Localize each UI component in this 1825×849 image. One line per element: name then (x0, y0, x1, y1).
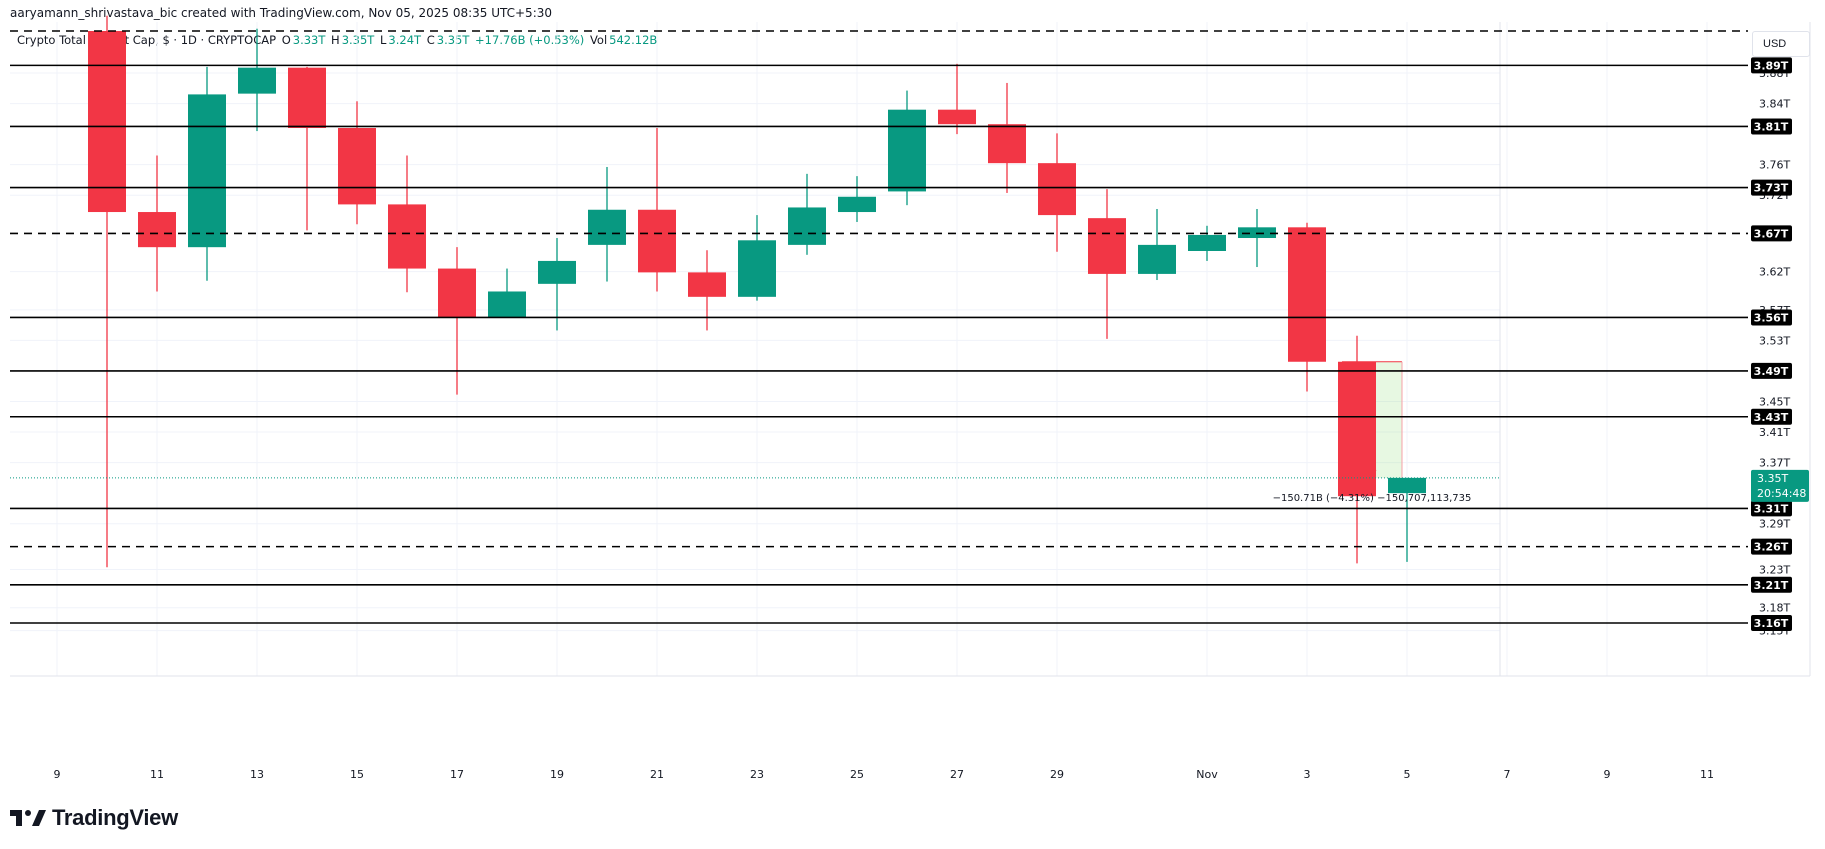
x-tick-label: 15 (350, 768, 364, 781)
volume-value: 542.12B (609, 33, 658, 47)
candle-body (488, 291, 526, 318)
level-tag (1751, 309, 1792, 326)
candle-body (288, 67, 326, 129)
y-tick-label: 3.53T (1759, 334, 1790, 347)
volume-label: Vol (589, 33, 608, 47)
candle-body (788, 207, 826, 245)
candle-body (388, 204, 426, 269)
close-value: 3.35T (436, 33, 470, 47)
candle-body (1088, 218, 1126, 274)
y-tick-label: 3.84T (1759, 98, 1790, 111)
y-tick-label: 3.62T (1759, 266, 1790, 279)
y-tick-label: 3.37T (1759, 457, 1790, 470)
close-label: C (426, 33, 435, 47)
bar-countdown: 20:54:48 (1757, 487, 1806, 500)
x-tick-label: 3 (1304, 768, 1311, 781)
candle-body (888, 109, 926, 192)
candle-body (1188, 234, 1226, 251)
y-tick-label: 3.76T (1759, 159, 1790, 172)
measure-label: −150.71B (−4.31%) −150,707,113,735 (1273, 493, 1472, 504)
level-tag-label: 3.67T (1754, 227, 1789, 240)
currency-button[interactable]: USD (1752, 31, 1810, 57)
x-tick-label: 13 (250, 768, 264, 781)
level-tag (1751, 408, 1792, 425)
candle-body (688, 272, 726, 297)
x-tick-label: 7 (1504, 768, 1511, 781)
level-tag (1751, 225, 1792, 242)
tradingview-logo-icon (10, 810, 46, 826)
level-tag-label: 3.73T (1754, 182, 1789, 195)
level-tag (1751, 538, 1792, 555)
x-tick-label: 5 (1404, 768, 1411, 781)
candle-body (1338, 361, 1376, 497)
x-tick-label: 27 (950, 768, 964, 781)
level-tag-label: 3.89T (1754, 59, 1789, 72)
tradingview-logo[interactable]: TradingView (10, 805, 178, 831)
candle-body (938, 109, 976, 125)
x-tick-label: 9 (1604, 768, 1611, 781)
y-tick-label: 3.41T (1759, 426, 1790, 439)
chart-credit: aaryamann_shrivastava_bic created with T… (10, 6, 553, 20)
level-tag (1751, 576, 1792, 593)
level-tag (1751, 179, 1792, 196)
level-tag-label: 3.16T (1754, 617, 1789, 630)
grid-lines (10, 22, 1708, 676)
x-tick-label: Nov (1196, 768, 1218, 781)
level-tag-label: 3.81T (1754, 120, 1789, 133)
x-tick-label: 11 (1700, 768, 1714, 781)
candle-body (88, 31, 126, 213)
candle-body (838, 196, 876, 213)
level-tag-label: 3.43T (1754, 411, 1789, 424)
candle-body (438, 268, 476, 318)
high-label: H (331, 33, 340, 47)
level-tag-label: 3.49T (1754, 365, 1789, 378)
current-price-label: 3.35T (1757, 472, 1788, 485)
level-tag (1751, 362, 1792, 379)
open-value: 3.33T (292, 33, 326, 47)
x-tick-label: 21 (650, 768, 664, 781)
x-tick-label: 11 (150, 768, 164, 781)
candle-body (988, 124, 1026, 164)
y-tick-label: 3.18T (1759, 602, 1790, 615)
high-value: 3.35T (341, 33, 375, 47)
candle-body (338, 128, 376, 205)
candle-body (238, 67, 276, 94)
x-tick-label: 19 (550, 768, 564, 781)
candles (88, 15, 1426, 568)
candle-body (138, 212, 176, 248)
level-tag-label: 3.21T (1754, 579, 1789, 592)
level-tag (1751, 615, 1792, 631)
x-tick-label: 29 (1050, 768, 1064, 781)
symbol-name[interactable]: Crypto Total Market Cap, $ · 1D · CRYPTO… (17, 33, 277, 47)
level-tag-label: 3.31T (1754, 502, 1789, 515)
open-label: O (281, 33, 291, 47)
candle-body (1138, 244, 1176, 274)
x-tick-label: 9 (54, 768, 61, 781)
level-tag (1751, 500, 1792, 517)
low-value: 3.24T (388, 33, 422, 47)
candle-body (1388, 477, 1426, 494)
level-tag (1751, 118, 1792, 135)
level-tag (1751, 57, 1792, 74)
candle-body (588, 209, 626, 245)
tradingview-logo-text: TradingView (52, 805, 178, 830)
x-tick-label: 23 (750, 768, 764, 781)
x-tick-label: 25 (850, 768, 864, 781)
candle-body (188, 94, 226, 248)
candle-body (1038, 163, 1076, 216)
y-tick-label: 3.45T (1759, 395, 1790, 408)
current-price-tag (1751, 469, 1809, 502)
candle-body (638, 209, 676, 273)
y-tick-label: 3.23T (1759, 564, 1790, 577)
x-tick-label: 17 (450, 768, 464, 781)
candle-body (738, 240, 776, 297)
level-tag-label: 3.26T (1754, 541, 1789, 554)
low-label: L (380, 33, 387, 47)
candle-body (1288, 227, 1326, 362)
y-tick-label: 3.29T (1759, 518, 1790, 531)
candle-body (538, 260, 576, 284)
level-tag-label: 3.56T (1754, 311, 1789, 324)
